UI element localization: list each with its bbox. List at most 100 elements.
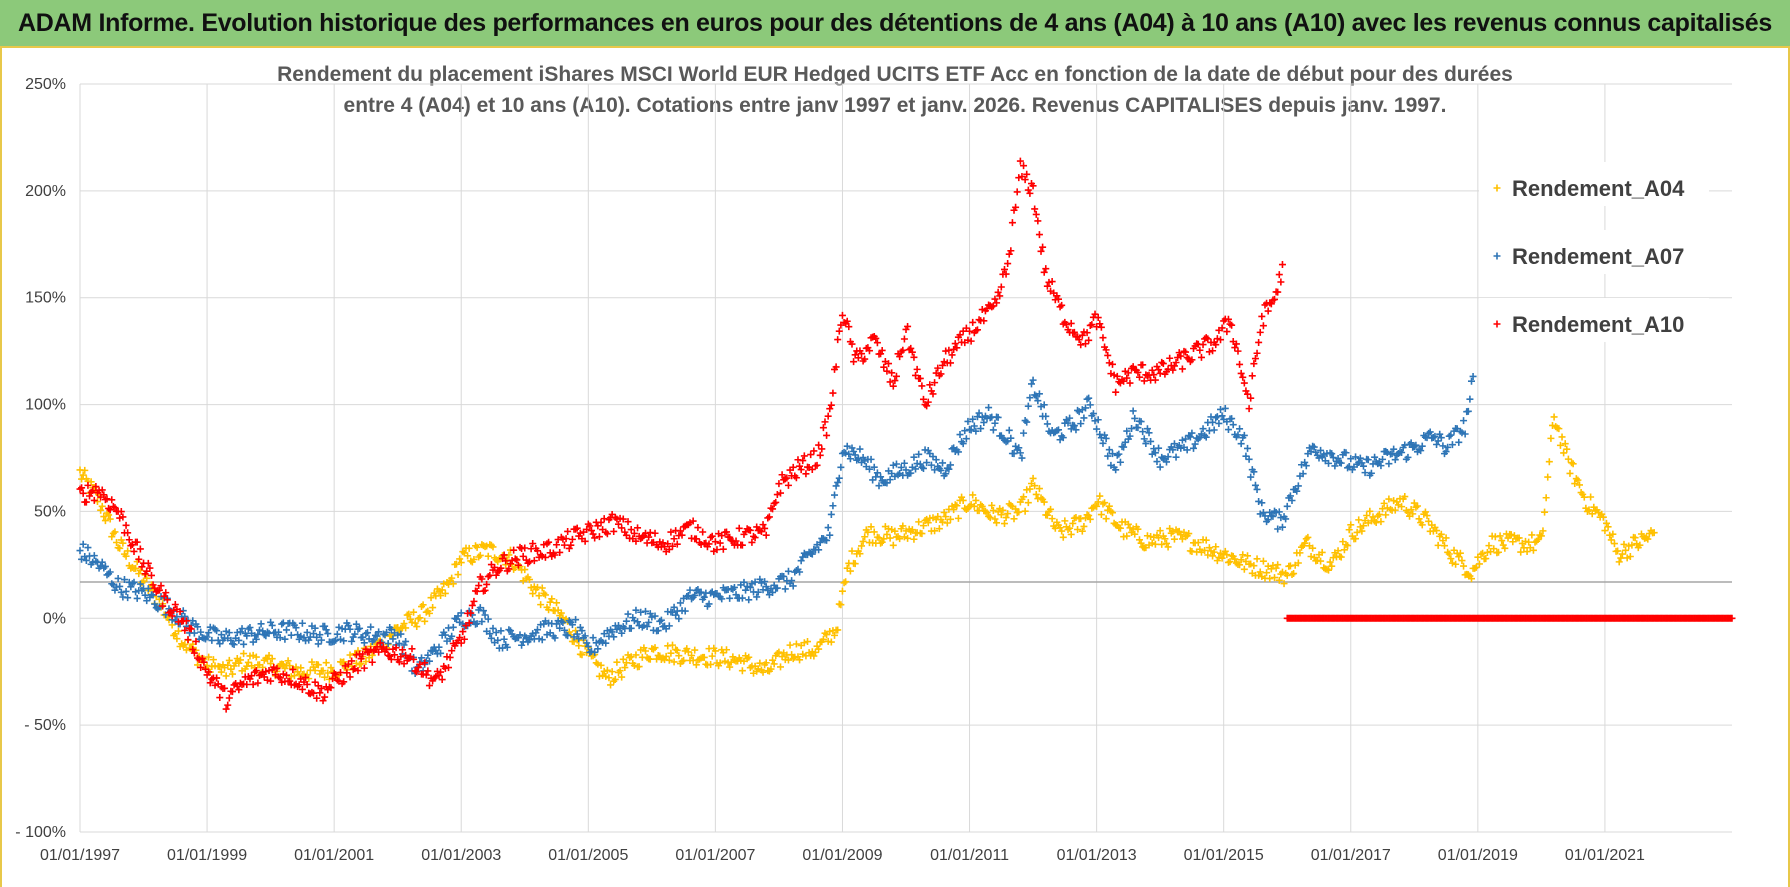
gridlines [79,83,1732,833]
data-point [865,465,873,473]
data-point [777,663,785,671]
data-point [587,527,595,535]
data-point [551,634,559,642]
data-point [997,511,1005,519]
data-point [147,571,155,579]
data-point [1244,390,1252,398]
data-point [1445,432,1453,440]
data-point [867,523,875,531]
data-point [1309,544,1317,552]
data-point [298,685,306,693]
data-point [1112,466,1120,474]
data-point [719,545,727,553]
data-point [1633,540,1641,548]
data-point [834,478,842,486]
data-point [778,653,786,661]
data-point [919,464,927,472]
data-point [332,671,340,679]
data-point [1293,487,1301,495]
data-point [1447,555,1455,563]
data-point [1266,575,1274,583]
data-point [761,524,769,532]
data-point [194,623,202,631]
data-point [875,482,883,490]
data-point [572,627,580,635]
data-point [452,560,460,568]
data-point [765,513,773,521]
data-point [1401,493,1409,501]
data-point [1563,445,1571,453]
data-point [675,652,683,660]
data-point [160,592,168,600]
data-point [1247,394,1255,402]
data-point [1447,431,1455,439]
data-point [945,346,953,354]
data-point [819,424,827,432]
data-point [738,541,746,549]
data-point [217,631,225,639]
data-point [819,635,827,643]
data-point [915,518,923,526]
data-point [762,659,770,667]
data-point [1164,365,1172,373]
data-point [391,651,399,659]
data-point [472,542,480,550]
data-point [303,680,311,688]
data-point [989,506,997,514]
data-point [1137,418,1145,426]
data-point [283,671,290,679]
data-point [730,583,738,591]
data-point [1493,184,1501,192]
legend-label-rendement-a04: Rendement_A04 [1512,176,1685,201]
data-point [880,363,888,371]
data-point [1224,558,1232,566]
data-point [173,635,181,643]
data-point [964,417,972,425]
data-point [1185,530,1193,538]
data-point [284,657,292,665]
data-point [716,659,724,667]
data-point [969,415,977,423]
data-point [1618,550,1626,558]
data-point [1147,437,1155,445]
data-point [1604,523,1612,531]
data-point [915,450,923,458]
data-point [861,533,869,541]
data-point [1010,515,1018,523]
data-point [796,568,804,576]
data-point [1120,443,1128,451]
data-point [1244,444,1252,452]
data-point [392,644,400,652]
data-point [1326,558,1334,566]
data-point [1020,493,1028,501]
data-point [668,641,676,649]
y-tick-label: 150% [25,290,66,307]
data-point [877,473,885,481]
data-point [762,583,770,591]
data-point [1088,321,1096,329]
data-point [1455,553,1463,561]
data-point [367,623,375,631]
data-point [255,626,263,634]
data-point [665,545,673,553]
data-point [832,482,840,490]
data-point [718,532,726,540]
data-point [316,689,324,697]
data-point [479,607,487,615]
data-point [500,551,508,559]
chart-title-line1: Rendement du placement iShares MSCI Worl… [277,63,1513,86]
data-point [1129,407,1137,415]
data-point [1043,282,1051,290]
data-point [133,594,141,602]
data-point [865,347,873,355]
data-point [643,622,651,630]
data-point [1077,420,1085,428]
data-point [1131,530,1139,538]
data-point [794,456,802,464]
data-point [1093,425,1101,433]
data-point [1426,428,1434,436]
data-point [848,444,856,452]
data-point [157,582,165,590]
data-point [1026,485,1034,493]
data-point [481,586,489,594]
